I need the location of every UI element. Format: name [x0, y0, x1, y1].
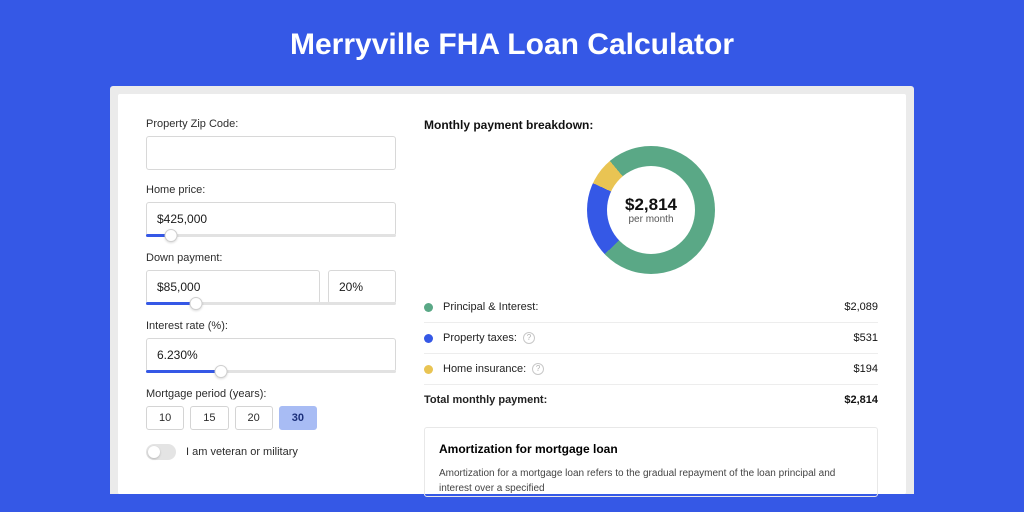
mortgage-period-label: Mortgage period (years):: [146, 388, 396, 400]
down-payment-slider[interactable]: [146, 302, 396, 306]
donut-chart: $2,814 per month: [587, 146, 715, 274]
home-price-input[interactable]: [146, 202, 396, 236]
down-payment-pct-input[interactable]: [328, 270, 396, 304]
legend-row: Property taxes:? $531: [424, 322, 878, 353]
mortgage-period-option[interactable]: 20: [235, 406, 273, 430]
legend-value: $531: [854, 332, 878, 344]
legend-row: Home insurance:? $194: [424, 353, 878, 384]
info-icon[interactable]: ?: [523, 332, 535, 344]
interest-rate-input[interactable]: [146, 338, 396, 372]
veteran-label: I am veteran or military: [186, 446, 298, 458]
interest-rate-label: Interest rate (%):: [146, 320, 396, 332]
interest-rate-field: Interest rate (%):: [146, 320, 396, 374]
home-price-field: Home price:: [146, 184, 396, 238]
mortgage-period-option[interactable]: 15: [190, 406, 228, 430]
donut-sub: per month: [628, 214, 673, 225]
inputs-column: Property Zip Code: Home price: Down paym…: [146, 118, 396, 494]
legend-total-value: $2,814: [844, 394, 878, 406]
legend-dot-icon: [424, 365, 433, 374]
mortgage-period-option[interactable]: 30: [279, 406, 317, 430]
toggle-knob: [148, 446, 160, 458]
mortgage-period-field: Mortgage period (years): 1015 2030: [146, 388, 396, 430]
page-title: Merryville FHA Loan Calculator: [0, 0, 1024, 86]
legend-total-label: Total monthly payment:: [424, 394, 547, 406]
amortization-card: Amortization for mortgage loan Amortizat…: [424, 427, 878, 497]
slider-fill: [146, 302, 196, 305]
calculator-card: Property Zip Code: Home price: Down paym…: [118, 94, 906, 494]
zip-label: Property Zip Code:: [146, 118, 396, 130]
amortization-title: Amortization for mortgage loan: [439, 442, 863, 456]
slider-thumb[interactable]: [215, 365, 228, 378]
legend-label: Home insurance:: [443, 363, 526, 375]
interest-rate-slider[interactable]: [146, 370, 396, 374]
breakdown-column: Monthly payment breakdown: $2,814 per mo…: [424, 118, 878, 494]
info-icon[interactable]: ?: [532, 363, 544, 375]
legend-dot-icon: [424, 303, 433, 312]
veteran-row: I am veteran or military: [146, 444, 396, 460]
home-price-label: Home price:: [146, 184, 396, 196]
legend-label: Property taxes:: [443, 332, 517, 344]
down-payment-field: Down payment:: [146, 252, 396, 306]
veteran-toggle[interactable]: [146, 444, 176, 460]
slider-track: [146, 234, 396, 237]
legend-dot-icon: [424, 334, 433, 343]
home-price-slider[interactable]: [146, 234, 396, 238]
mortgage-period-option[interactable]: 10: [146, 406, 184, 430]
legend-total-row: Total monthly payment: $2,814: [424, 384, 878, 415]
amortization-text: Amortization for a mortgage loan refers …: [439, 466, 863, 496]
legend: Principal & Interest: $2,089 Property taxe…: [424, 292, 878, 415]
breakdown-title: Monthly payment breakdown:: [424, 118, 878, 132]
donut-center: $2,814 per month: [607, 166, 695, 254]
down-payment-input[interactable]: [146, 270, 320, 304]
zip-input[interactable]: [146, 136, 396, 170]
slider-thumb[interactable]: [190, 297, 203, 310]
zip-field: Property Zip Code:: [146, 118, 396, 170]
slider-thumb[interactable]: [165, 229, 178, 242]
legend-value: $2,089: [844, 301, 878, 313]
down-payment-label: Down payment:: [146, 252, 396, 264]
slider-fill: [146, 370, 221, 373]
legend-row: Principal & Interest: $2,089: [424, 292, 878, 322]
legend-label: Principal & Interest:: [443, 301, 538, 313]
calculator-frame: Property Zip Code: Home price: Down paym…: [110, 86, 914, 494]
donut-amount: $2,814: [625, 195, 677, 215]
mortgage-period-options: 1015 2030: [146, 406, 396, 430]
legend-value: $194: [854, 363, 878, 375]
donut-chart-wrap: $2,814 per month: [424, 146, 878, 274]
